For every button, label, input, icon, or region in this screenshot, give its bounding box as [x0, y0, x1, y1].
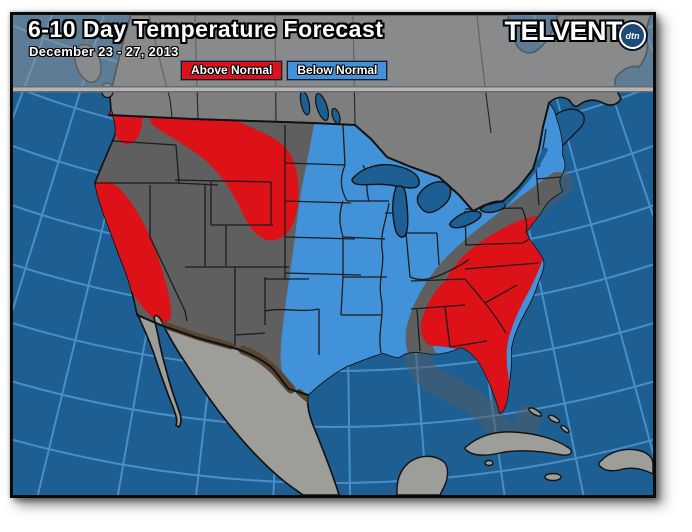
header-divider — [13, 87, 653, 91]
legend-below-normal: Below Normal — [287, 61, 388, 80]
st-lawrence-river — [503, 146, 549, 206]
caribbean-islands — [396, 407, 653, 495]
great-lakes — [351, 146, 549, 238]
header-divider-bottom — [13, 91, 653, 93]
lake-superior — [351, 163, 420, 189]
legend: Above Normal Below Normal — [181, 61, 388, 80]
hispaniola — [598, 448, 653, 475]
bahamas-island — [560, 424, 570, 434]
national-borders — [108, 102, 550, 396]
brand-name: TELVENT — [504, 16, 623, 46]
above-normal-region-southeast — [420, 215, 551, 413]
isle-of-youth — [484, 459, 494, 467]
manitoba-lakes — [299, 90, 341, 125]
us-canada-border — [108, 102, 550, 213]
forecast-zones — [95, 103, 565, 413]
bahamas-island — [547, 414, 561, 424]
above-normal-region-california — [95, 181, 171, 323]
forecast-map-panel: 6-10 Day Temperature Forecast December 2… — [10, 12, 656, 498]
header-divider-top — [13, 86, 653, 88]
above-normal-region-northern-rockies — [149, 105, 299, 241]
lake-huron — [416, 181, 452, 214]
forecast-map — [13, 15, 653, 495]
us-mexico-border — [136, 314, 309, 396]
forecast-date-range: December 23 - 27, 2013 — [29, 44, 179, 59]
dtn-badge-icon: dtn — [619, 22, 646, 49]
jamaica — [544, 472, 562, 482]
lake-erie — [449, 210, 482, 229]
brand-logo: TELVENT dtn — [504, 16, 646, 49]
yucatan-peninsula — [396, 455, 449, 495]
page-title: 6-10 Day Temperature Forecast — [28, 16, 384, 42]
bahamas-island — [528, 407, 542, 417]
cuba — [464, 431, 573, 456]
legend-above-normal: Above Normal — [181, 61, 283, 80]
lake-michigan — [392, 185, 409, 238]
